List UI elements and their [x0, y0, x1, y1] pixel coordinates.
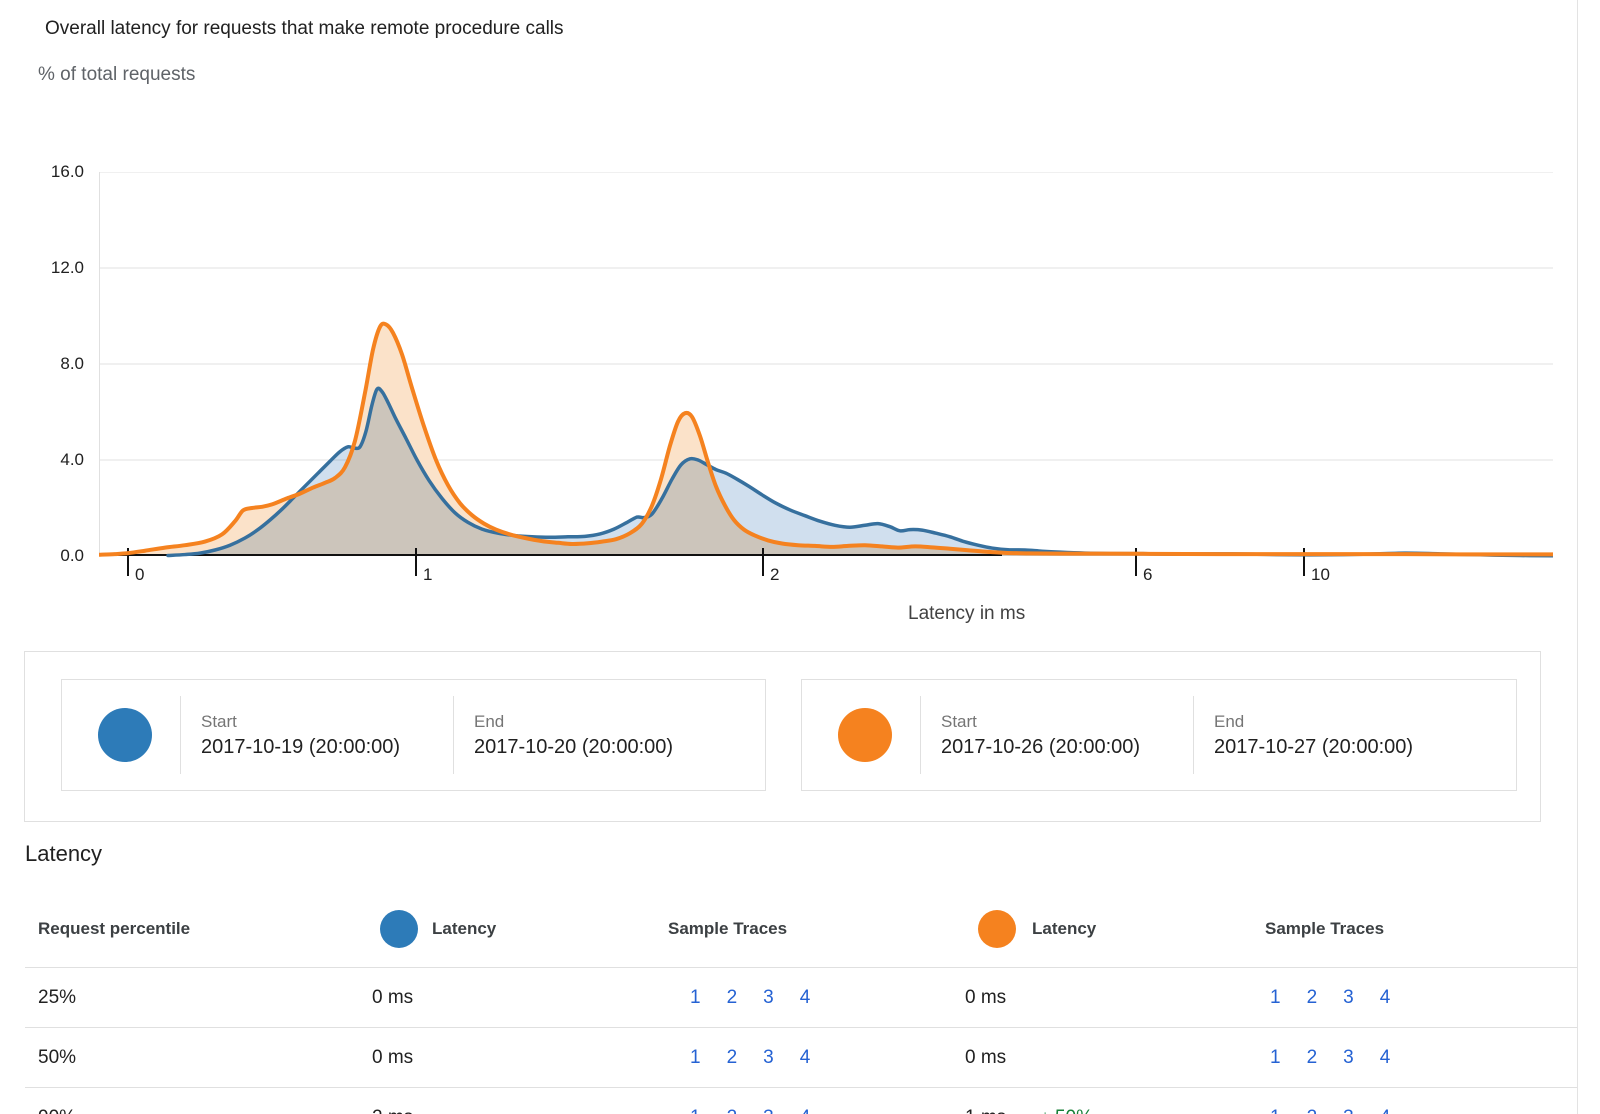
header-request-percentile: Request percentile [38, 918, 191, 938]
y-tick-label: 12.0 [50, 258, 84, 277]
x-axis-label: Latency in ms [908, 603, 1026, 624]
divider [453, 696, 454, 774]
sample-trace-link[interactable]: 3 [1343, 1107, 1354, 1114]
table-row-p90: 90% 2 ms 1 2 3 4 1 ms ↓ 50% 1 2 3 4 [25, 1088, 1577, 1114]
latency-table: Request percentile Latency Sample Traces… [25, 890, 1577, 1114]
blue-series-dot-icon [98, 708, 152, 762]
table-row-p25: 25% 0 ms 1 2 3 4 0 ms 1 2 3 4 [25, 968, 1577, 1028]
svg-text:10: 10 [1311, 565, 1330, 584]
sample-trace-link[interactable]: 3 [1343, 986, 1354, 1008]
sample-trace-link[interactable]: 1 [690, 986, 701, 1008]
chart-title: Overall latency for requests that make r… [45, 18, 564, 39]
y-tick-label: 4.0 [60, 450, 84, 469]
sample-trace-link[interactable]: 1 [1270, 1046, 1281, 1068]
end-label: End [1214, 711, 1245, 731]
legend-range-blue: Start 2017-10-19 (20:00:00) End 2017-10-… [61, 679, 766, 791]
latency-value-blue: 0 ms [372, 1046, 414, 1068]
sample-trace-link[interactable]: 2 [1306, 1046, 1318, 1068]
sample-traces-orange: 1 2 3 4 [1270, 1107, 1390, 1114]
sample-traces-blue: 1 2 3 4 [690, 987, 810, 1009]
sample-trace-link[interactable]: 3 [763, 1107, 774, 1114]
end-value: 2017-10-20 (20:00:00) [474, 735, 674, 758]
latency-value: 0 ms [965, 1046, 1007, 1068]
y-tick-label: 0.0 [60, 546, 84, 565]
percentile-value: 90% [38, 1107, 76, 1114]
sample-traces-orange: 1 2 3 4 [1270, 987, 1390, 1009]
sample-trace-link[interactable]: 4 [799, 1046, 811, 1068]
header-sample-traces-orange: Sample Traces [1265, 918, 1385, 938]
orange-series-dot-icon [838, 708, 892, 762]
latency-chart-svg: 0 1 2 6 10 [99, 172, 1553, 584]
legend-start-field: Start 2017-10-19 (20:00:00) [201, 712, 453, 759]
latency-value-blue: 2 ms [372, 1107, 413, 1114]
start-label: Start [201, 711, 237, 731]
svg-text:0: 0 [135, 565, 144, 584]
start-value: 2017-10-19 (20:00:00) [201, 735, 401, 758]
table-row-p50: 50% 0 ms 1 2 3 4 0 ms 1 2 3 4 [25, 1028, 1577, 1088]
legend: Start 2017-10-19 (20:00:00) End 2017-10-… [24, 651, 1541, 822]
sample-trace-link[interactable]: 4 [1380, 1107, 1391, 1114]
svg-text:1: 1 [423, 565, 432, 584]
sample-trace-link[interactable]: 4 [800, 1107, 811, 1114]
sample-trace-link[interactable]: 4 [1379, 1046, 1391, 1068]
start-label: Start [941, 711, 977, 731]
orange-series-dot-icon [978, 909, 1016, 948]
sample-trace-link[interactable]: 4 [799, 986, 811, 1008]
sample-traces-orange: 1 2 3 4 [1270, 1047, 1390, 1069]
header-latency-blue: Latency [432, 918, 497, 938]
latency-value-orange: 0 ms [965, 987, 1040, 1009]
sample-traces-blue: 1 2 3 4 [690, 1047, 810, 1069]
latency-value-blue: 0 ms [372, 986, 414, 1008]
sample-trace-link[interactable]: 4 [1379, 986, 1391, 1008]
sample-trace-link[interactable]: 1 [690, 1046, 701, 1068]
percentile-value: 50% [38, 1046, 77, 1068]
percentile-value: 25% [38, 986, 77, 1008]
sample-trace-link[interactable]: 1 [690, 1107, 701, 1114]
sample-trace-link[interactable]: 1 [1270, 1107, 1281, 1114]
latency-value: 1 ms [965, 1107, 1006, 1114]
latency-section-title: Latency [25, 841, 103, 866]
legend-end-field: End 2017-10-20 (20:00:00) [474, 712, 673, 759]
latency-delta: ↓ 50% [1040, 1107, 1093, 1114]
sample-trace-link[interactable]: 2 [726, 986, 738, 1008]
y-tick-label: 16.0 [50, 162, 84, 181]
header-sample-traces-blue: Sample Traces [668, 918, 788, 938]
sample-trace-link[interactable]: 3 [1343, 1046, 1354, 1068]
table-header-row: Request percentile Latency Sample Traces… [25, 890, 1577, 968]
sample-trace-link[interactable]: 2 [1307, 1107, 1318, 1114]
latency-value: 0 ms [965, 986, 1007, 1008]
header-latency-orange: Latency [1032, 918, 1097, 938]
y-tick-label: 8.0 [60, 354, 84, 373]
svg-text:2: 2 [770, 565, 779, 584]
divider [920, 696, 921, 774]
sample-trace-link[interactable]: 2 [726, 1046, 738, 1068]
y-axis-label: % of total requests [38, 64, 196, 85]
sample-trace-link[interactable]: 2 [727, 1107, 738, 1114]
sample-trace-link[interactable]: 1 [1270, 986, 1281, 1008]
latency-value-orange: 0 ms [965, 1047, 1040, 1069]
divider [180, 696, 181, 774]
latency-value-orange: 1 ms ↓ 50% [965, 1107, 1093, 1114]
page-edge-divider [1577, 0, 1578, 1114]
sample-trace-link[interactable]: 2 [1306, 986, 1318, 1008]
sample-trace-link[interactable]: 3 [763, 986, 774, 1008]
legend-start-field: Start 2017-10-26 (20:00:00) [941, 712, 1193, 759]
end-label: End [474, 711, 505, 731]
blue-series-dot-icon [380, 909, 418, 948]
latency-distribution-chart: 16.0 12.0 8.0 4.0 0.0 0 1 2 6 10 [0, 150, 1600, 620]
sample-trace-link[interactable]: 3 [763, 1046, 774, 1068]
legend-end-field: End 2017-10-27 (20:00:00) [1214, 712, 1413, 759]
sample-traces-blue: 1 2 3 4 [690, 1107, 810, 1114]
end-value: 2017-10-27 (20:00:00) [1214, 735, 1414, 758]
svg-text:6: 6 [1143, 565, 1152, 584]
divider [1193, 696, 1194, 774]
legend-range-orange: Start 2017-10-26 (20:00:00) End 2017-10-… [801, 679, 1517, 791]
start-value: 2017-10-26 (20:00:00) [941, 735, 1141, 758]
